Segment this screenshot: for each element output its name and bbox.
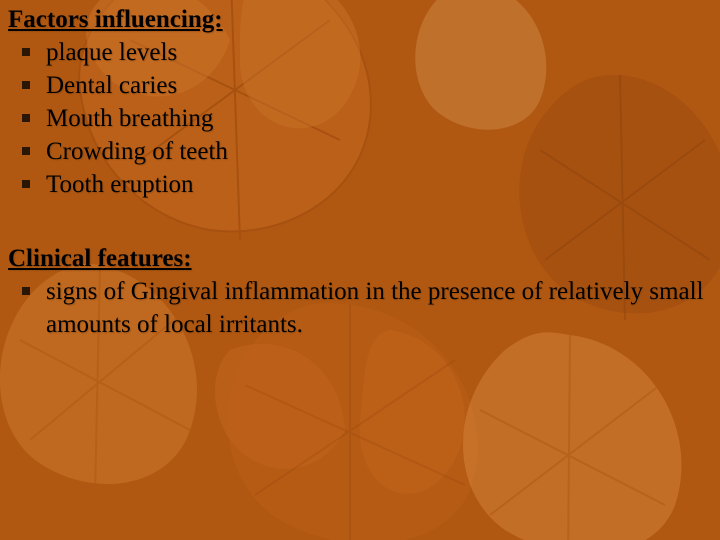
list-item: Tooth eruption (20, 168, 712, 201)
heading-factors: Factors influencing: (8, 6, 712, 34)
factors-list: plaque levels Dental caries Mouth breath… (20, 36, 712, 201)
list-item: plaque levels (20, 36, 712, 69)
section-factors: Factors influencing: plaque levels Denta… (8, 6, 712, 201)
list-item: Dental caries (20, 69, 712, 102)
slide-content: Factors influencing: plaque levels Denta… (0, 0, 720, 375)
heading-clinical: Clinical features: (8, 245, 712, 273)
section-clinical: Clinical features: signs of Gingival inf… (8, 245, 712, 341)
list-item: Crowding of teeth (20, 135, 712, 168)
list-item: Mouth breathing (20, 102, 712, 135)
list-item: signs of Gingival inflammation in the pr… (20, 275, 712, 341)
clinical-list: signs of Gingival inflammation in the pr… (20, 275, 712, 341)
